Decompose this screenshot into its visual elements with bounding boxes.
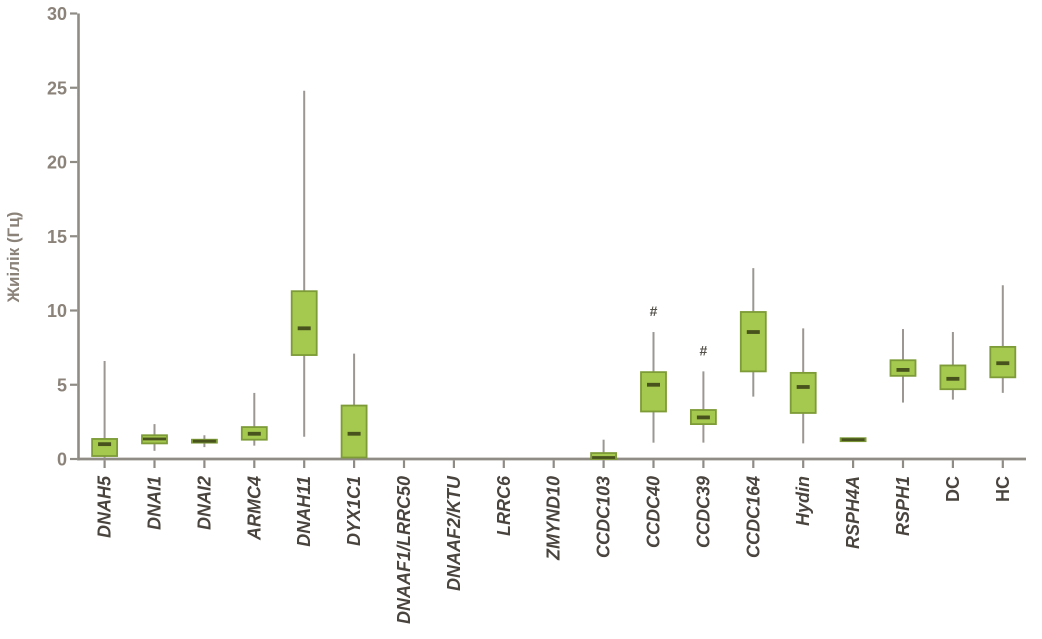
y-tick-label: 25 bbox=[47, 78, 67, 98]
labels-group: 0 5 10 15 20 25 30 DNAH5 DNAI1 DNAI2 ARMC4 DNAH11 DY… bbox=[47, 4, 1013, 624]
x-tick-label: CCDC164 bbox=[743, 476, 763, 558]
median-marker bbox=[796, 385, 810, 389]
median-marker bbox=[592, 456, 616, 459]
x-tick-label: LRRC6 bbox=[494, 475, 514, 536]
whiskers-group bbox=[103, 90, 1004, 459]
median-marker bbox=[746, 330, 760, 334]
median-marker bbox=[841, 438, 865, 442]
box bbox=[640, 371, 667, 413]
y-tick-label: 0 bbox=[57, 450, 67, 470]
x-tick-label: CCDC39 bbox=[693, 476, 713, 548]
x-tick-label: DYX1C1 bbox=[344, 476, 364, 546]
y-axis-title: Жиілік (Гц) bbox=[4, 212, 23, 304]
x-tick-label: DNAH5 bbox=[95, 475, 115, 538]
box bbox=[290, 290, 318, 356]
x-tick-label: DNAAF2/KTU bbox=[444, 475, 464, 591]
x-tick-label: CCDC40 bbox=[644, 476, 664, 548]
median-marker bbox=[297, 326, 311, 331]
x-tick-label: DNAAF1/LRRC50 bbox=[394, 476, 414, 624]
significance-annotation: # bbox=[650, 303, 658, 319]
axes-group bbox=[70, 12, 1026, 468]
median-marker bbox=[696, 415, 710, 420]
median-marker bbox=[946, 376, 960, 381]
significance-annotation: # bbox=[700, 342, 708, 358]
x-tick-label: ARMC4 bbox=[244, 476, 264, 541]
x-tick-label: DC bbox=[943, 476, 963, 502]
box bbox=[91, 438, 118, 457]
x-tick-label: RSPH1 bbox=[893, 476, 913, 536]
box bbox=[590, 452, 617, 460]
x-tick-label: DNAI2 bbox=[194, 476, 214, 530]
box bbox=[340, 404, 368, 459]
x-tick-label: CCDC103 bbox=[594, 476, 614, 558]
y-tick-label: 20 bbox=[47, 153, 67, 173]
x-tick-label: Hydin bbox=[793, 476, 813, 526]
boxes-group bbox=[91, 290, 1017, 460]
median-marker bbox=[192, 439, 216, 443]
median-marker bbox=[647, 382, 660, 387]
x-tick-label: ZMYND10 bbox=[544, 476, 564, 561]
box bbox=[739, 311, 767, 373]
y-tick-label: 15 bbox=[47, 227, 67, 247]
median-marker bbox=[143, 437, 166, 441]
x-tick-label: DNAI1 bbox=[145, 476, 165, 530]
y-tick-label: 5 bbox=[57, 375, 67, 395]
x-tick-label: DNAH11 bbox=[294, 476, 314, 547]
x-tick-label: RSPH4A bbox=[843, 476, 863, 549]
median-marker bbox=[347, 431, 361, 436]
median-marker bbox=[896, 368, 910, 372]
y-tick-label: 30 bbox=[47, 4, 67, 24]
y-tick-label: 10 bbox=[47, 301, 67, 321]
median-marker bbox=[247, 431, 261, 436]
median-marker bbox=[996, 361, 1010, 366]
box bbox=[789, 371, 817, 414]
median-marker bbox=[98, 442, 112, 447]
x-tick-label: HC bbox=[993, 476, 1013, 502]
